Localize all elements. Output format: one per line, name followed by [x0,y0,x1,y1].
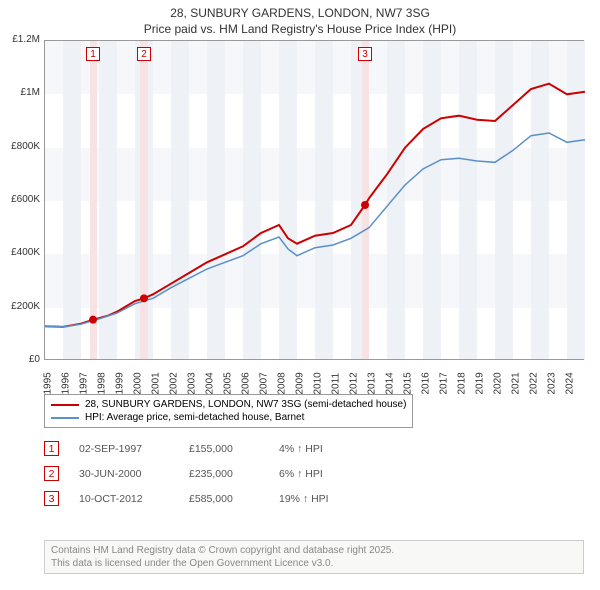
event-date: 02-SEP-1997 [79,443,169,455]
attribution: Contains HM Land Registry data © Crown c… [44,540,584,574]
x-tick-label: 2023 [547,367,558,395]
x-tick-label: 1997 [79,367,90,395]
event-price: £585,000 [189,493,259,505]
x-tick-label: 2018 [457,367,468,395]
x-tick-label: 2008 [277,367,288,395]
legend-item: 28, SUNBURY GARDENS, LONDON, NW7 3SG (se… [51,398,406,411]
x-tick-label: 2016 [421,367,432,395]
plot-area: 1 2 3 [44,40,584,360]
chart-container: 28, SUNBURY GARDENS, LONDON, NW7 3SG Pri… [0,0,600,590]
event-pct: 6% ↑ HPI [279,468,379,480]
event-price: £235,000 [189,468,259,480]
event-date: 10-OCT-2012 [79,493,169,505]
x-tick-label: 1999 [115,367,126,395]
event-price: £155,000 [189,443,259,455]
attribution-line: This data is licensed under the Open Gov… [51,557,577,570]
x-tick-label: 1996 [61,367,72,395]
series-hpi [45,133,585,327]
event-dot [89,316,97,324]
x-tick-label: 2015 [403,367,414,395]
x-tick-label: 2021 [511,367,522,395]
legend-label: HPI: Average price, semi-detached house,… [85,412,304,423]
legend-label: 28, SUNBURY GARDENS, LONDON, NW7 3SG (se… [85,399,406,410]
x-tick-label: 1995 [43,367,54,395]
event-pct: 4% ↑ HPI [279,443,379,455]
event-number-box: 1 [44,441,59,456]
x-tick-label: 2020 [493,367,504,395]
event-number-box: 3 [44,491,59,506]
x-tick-label: 2007 [259,367,270,395]
x-tick-label: 2017 [439,367,450,395]
y-tick-label: £400K [0,247,40,258]
series-property [45,84,585,327]
y-tick-label: £0 [0,354,40,365]
legend-item: HPI: Average price, semi-detached house,… [51,411,406,424]
x-tick-label: 2004 [205,367,216,395]
y-tick-label: £200K [0,301,40,312]
event-date: 30-JUN-2000 [79,468,169,480]
x-tick-label: 2012 [349,367,360,395]
y-tick-label: £600K [0,194,40,205]
event-number-box: 2 [44,466,59,481]
attribution-line: Contains HM Land Registry data © Crown c… [51,544,577,557]
event-row: 1 02-SEP-1997 £155,000 4% ↑ HPI [44,436,379,461]
x-tick-label: 2014 [385,367,396,395]
event-marker-box: 3 [358,47,372,61]
x-tick-label: 2001 [151,367,162,395]
event-dot [361,201,369,209]
event-marker-box: 2 [137,47,151,61]
x-tick-label: 2022 [529,367,540,395]
y-tick-label: £1.2M [0,34,40,45]
x-tick-label: 2005 [223,367,234,395]
legend-swatch [51,404,79,406]
x-tick-label: 2003 [187,367,198,395]
event-marker-box: 1 [86,47,100,61]
x-tick-label: 2002 [169,367,180,395]
chart-subtitle: Price paid vs. HM Land Registry's House … [0,22,600,40]
event-row: 2 30-JUN-2000 £235,000 6% ↑ HPI [44,461,379,486]
x-tick-label: 2010 [313,367,324,395]
y-tick-label: £1M [0,87,40,98]
x-tick-label: 2011 [331,367,342,395]
legend: 28, SUNBURY GARDENS, LONDON, NW7 3SG (se… [44,394,413,428]
chart-title: 28, SUNBURY GARDENS, LONDON, NW7 3SG [0,0,600,22]
x-tick-label: 2019 [475,367,486,395]
x-tick-label: 1998 [97,367,108,395]
event-dot [140,294,148,302]
y-tick-label: £800K [0,141,40,152]
event-pct: 19% ↑ HPI [279,493,379,505]
events-table: 1 02-SEP-1997 £155,000 4% ↑ HPI 2 30-JUN-2000… [44,436,379,511]
x-tick-label: 2006 [241,367,252,395]
x-tick-label: 2013 [367,367,378,395]
line-plot [45,41,585,361]
x-tick-label: 2009 [295,367,306,395]
legend-swatch [51,417,79,419]
x-tick-label: 2000 [133,367,144,395]
event-row: 3 10-OCT-2012 £585,000 19% ↑ HPI [44,486,379,511]
x-tick-label: 2024 [565,367,576,395]
